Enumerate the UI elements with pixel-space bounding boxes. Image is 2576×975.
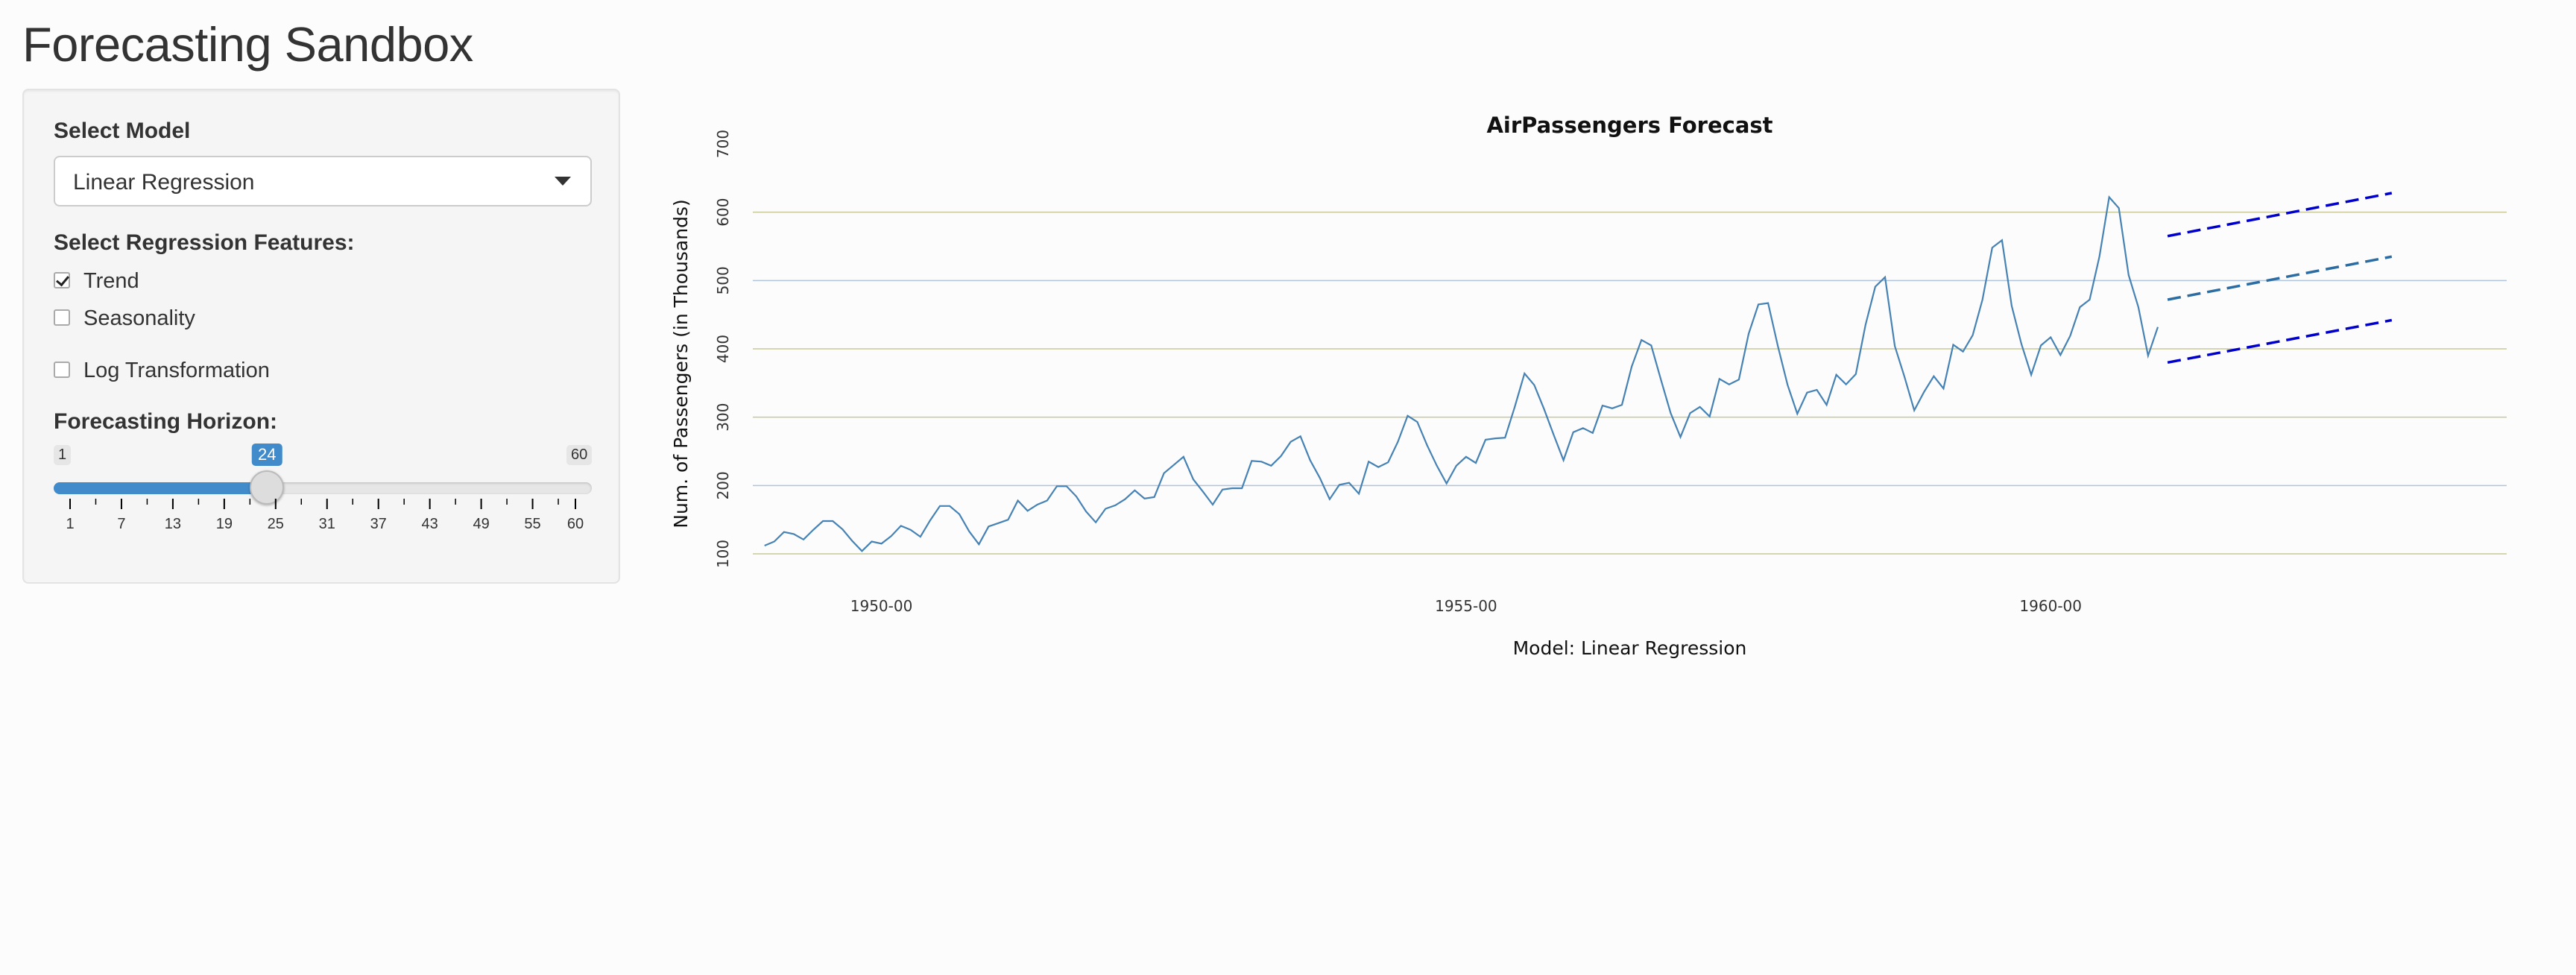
y-tick-label: 700 bbox=[714, 130, 732, 158]
y-tick-label: 100 bbox=[714, 540, 732, 568]
model-select[interactable]: Linear Regression bbox=[54, 156, 592, 206]
x-tick-label: 1960-00 bbox=[2019, 597, 2082, 615]
x-axis-label: Model: Linear Regression bbox=[1513, 637, 1747, 659]
checkmark-icon bbox=[56, 272, 69, 287]
slider-grid: 1 7 13 19 25 31 37 43 49 55 60 bbox=[66, 499, 584, 532]
model-select-value: Linear Regression bbox=[73, 170, 255, 195]
historical-series-line bbox=[764, 195, 2159, 552]
y-tick-label: 200 bbox=[714, 471, 732, 499]
page-title: Forecasting Sandbox bbox=[22, 17, 473, 72]
slider-value-bubble: 24 bbox=[252, 444, 282, 466]
log-transformation-checkbox[interactable] bbox=[54, 362, 70, 378]
y-tick-label: 500 bbox=[714, 266, 732, 294]
slider-tick-label: 43 bbox=[422, 516, 438, 532]
forecast-lower-bound-line bbox=[2167, 318, 2393, 365]
sidebar-panel: Select Model Linear Regression Select Re… bbox=[22, 89, 620, 584]
slider-tick-label: 19 bbox=[216, 516, 233, 532]
y-tick-label: 400 bbox=[714, 335, 732, 363]
horizon-slider-fill bbox=[54, 482, 268, 494]
horizon-slider-track[interactable] bbox=[54, 482, 592, 494]
slider-min-label: 1 bbox=[54, 445, 72, 465]
y-tick-label: 600 bbox=[714, 198, 732, 227]
select-model-label: Select Model bbox=[54, 119, 191, 143]
x-tick-label: 1950-00 bbox=[850, 597, 913, 615]
forecasting-horizon-label: Forecasting Horizon: bbox=[54, 409, 278, 434]
seasonality-label: Seasonality bbox=[83, 306, 195, 330]
forecast-upper-bound-line bbox=[2167, 192, 2393, 238]
slider-tick-label: 1 bbox=[66, 516, 74, 532]
trend-label: Trend bbox=[83, 269, 139, 293]
y-axis-label: Num. of Passengers (in Thousands) bbox=[670, 199, 692, 528]
y-tick-label: 300 bbox=[714, 403, 732, 432]
log-transformation-label: Log Transformation bbox=[83, 359, 270, 382]
chevron-down-icon bbox=[555, 177, 571, 186]
seasonality-checkbox[interactable] bbox=[54, 309, 70, 326]
trend-checkbox[interactable] bbox=[54, 272, 70, 288]
forecast-chart: AirPassengers Forecast 100 200 300 400 500 600… bbox=[670, 113, 2507, 659]
forecast-mean-line bbox=[2167, 255, 2393, 301]
slider-max-label: 60 bbox=[566, 445, 593, 465]
horizon-slider-handle[interactable] bbox=[250, 470, 285, 505]
slider-tick-label: 49 bbox=[473, 516, 489, 532]
chart-title: AirPassengers Forecast bbox=[1486, 113, 1772, 138]
slider-tick-label: 37 bbox=[370, 516, 387, 532]
regression-features-label: Select Regression Features: bbox=[54, 230, 355, 255]
x-tick-label: 1955-00 bbox=[1435, 597, 1497, 615]
slider-tick-label: 13 bbox=[165, 516, 181, 532]
slider-tick-label: 55 bbox=[524, 516, 540, 532]
slider-tick-label: 31 bbox=[319, 516, 335, 532]
slider-tick-label: 25 bbox=[268, 516, 284, 532]
slider-tick-label: 60 bbox=[567, 516, 584, 532]
slider-tick-label: 7 bbox=[117, 516, 125, 532]
